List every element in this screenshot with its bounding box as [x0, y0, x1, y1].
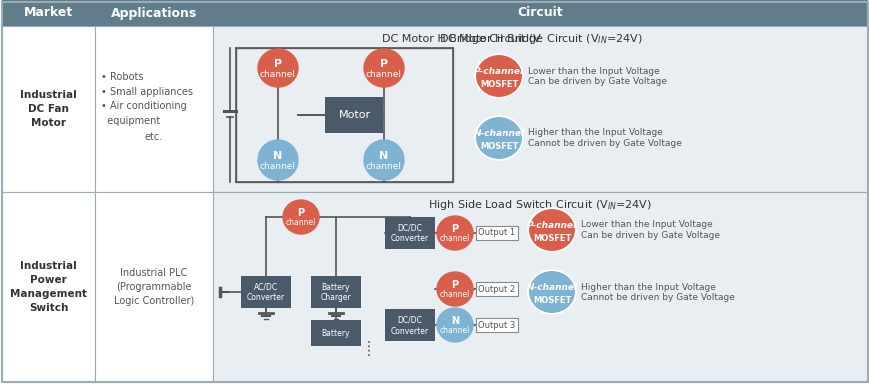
Ellipse shape	[436, 216, 473, 250]
Text: P: P	[274, 59, 282, 69]
Text: N: N	[379, 151, 388, 161]
Text: P: P	[297, 208, 304, 218]
Bar	[475, 318, 517, 332]
Text: channel: channel	[440, 290, 469, 300]
Text: Battery: Battery	[322, 283, 350, 291]
Ellipse shape	[258, 49, 298, 87]
Text: Output 2: Output 2	[478, 285, 515, 293]
Text: channel: channel	[366, 162, 401, 172]
Text: Lower than the Input Voltage: Lower than the Input Voltage	[527, 66, 659, 76]
Bar	[235, 48, 453, 182]
Bar	[95, 26, 213, 192]
Text: MOSFET: MOSFET	[532, 234, 571, 243]
Text: Industrial
DC Fan
Motor: Industrial DC Fan Motor	[20, 90, 76, 128]
Bar	[325, 97, 383, 133]
Text: DC Motor H Bridge Circuit (V: DC Motor H Bridge Circuit (V	[381, 34, 540, 44]
Ellipse shape	[527, 208, 575, 252]
Bar	[475, 282, 517, 296]
Text: Higher than the Input Voltage: Higher than the Input Voltage	[580, 283, 715, 291]
Bar	[2, 26, 95, 192]
Text: MOSFET: MOSFET	[532, 296, 571, 305]
Ellipse shape	[436, 308, 473, 342]
Bar	[475, 226, 517, 240]
Text: DC Motor H Bridge Circuit (V$_{IN}$=24V): DC Motor H Bridge Circuit (V$_{IN}$=24V)	[438, 32, 641, 46]
Text: Circuit: Circuit	[517, 7, 562, 20]
Text: P: P	[451, 280, 458, 290]
Text: DC/DC: DC/DC	[397, 316, 422, 324]
Text: P: P	[451, 224, 458, 234]
Bar	[213, 192, 867, 382]
Text: Industrial
Power
Management
Switch: Industrial Power Management Switch	[10, 261, 87, 313]
Text: MOSFET: MOSFET	[480, 142, 518, 151]
Bar	[310, 276, 361, 308]
Bar	[213, 0, 867, 26]
Text: N: N	[450, 316, 459, 326]
Text: P-channel: P-channel	[527, 221, 576, 230]
Text: Cannot be driven by Gate Voltage: Cannot be driven by Gate Voltage	[580, 293, 734, 303]
Text: Applications: Applications	[110, 7, 197, 20]
Bar	[310, 320, 361, 346]
Text: Market: Market	[23, 7, 73, 20]
Bar	[241, 276, 290, 308]
Text: Converter: Converter	[390, 235, 428, 243]
Ellipse shape	[258, 140, 298, 180]
Text: channel: channel	[440, 326, 469, 336]
Text: channel: channel	[366, 70, 401, 79]
Text: channel: channel	[286, 218, 315, 227]
Bar	[2, 0, 95, 26]
Text: Converter: Converter	[390, 326, 428, 336]
Ellipse shape	[282, 200, 319, 234]
Bar	[95, 192, 213, 382]
Text: Charger: Charger	[321, 293, 351, 303]
Ellipse shape	[474, 54, 522, 98]
Text: • Robots
• Small appliances
• Air conditioning
  equipment: • Robots • Small appliances • Air condit…	[101, 72, 193, 126]
Text: Industrial PLC
(Programmable
Logic Controller): Industrial PLC (Programmable Logic Contr…	[114, 268, 194, 306]
Text: Cannot be driven by Gate Voltage: Cannot be driven by Gate Voltage	[527, 139, 681, 149]
Bar	[385, 309, 434, 341]
Text: Converter: Converter	[247, 293, 285, 303]
Text: Lower than the Input Voltage: Lower than the Input Voltage	[580, 220, 712, 230]
Text: channel: channel	[440, 235, 469, 243]
Text: Output 3: Output 3	[478, 321, 515, 329]
Ellipse shape	[363, 49, 403, 87]
Bar	[385, 217, 434, 249]
Text: DC/DC: DC/DC	[397, 223, 422, 232]
Text: etc.: etc.	[145, 132, 163, 142]
Text: N: N	[273, 151, 282, 161]
Text: Motor: Motor	[338, 110, 370, 120]
Text: Higher than the Input Voltage: Higher than the Input Voltage	[527, 129, 662, 137]
Bar	[213, 26, 867, 192]
Ellipse shape	[474, 116, 522, 160]
Bar	[95, 0, 213, 26]
Text: Can be driven by Gate Voltage: Can be driven by Gate Voltage	[527, 78, 667, 86]
Bar	[2, 192, 95, 382]
Text: Battery: Battery	[322, 329, 350, 338]
Text: P-channel: P-channel	[474, 67, 523, 76]
Text: Can be driven by Gate Voltage: Can be driven by Gate Voltage	[580, 232, 720, 240]
Text: channel: channel	[260, 162, 295, 172]
Ellipse shape	[363, 140, 403, 180]
Text: High Side Load Switch Circuit (V$_{IN}$=24V): High Side Load Switch Circuit (V$_{IN}$=…	[428, 198, 652, 212]
Text: Output 1: Output 1	[478, 228, 515, 237]
Text: MOSFET: MOSFET	[480, 80, 518, 89]
Text: N-channel: N-channel	[473, 129, 524, 138]
Text: P: P	[380, 59, 388, 69]
Text: N-channel: N-channel	[526, 283, 577, 292]
Text: AC/DC: AC/DC	[254, 283, 278, 291]
Ellipse shape	[436, 272, 473, 306]
Text: channel: channel	[260, 70, 295, 79]
Ellipse shape	[527, 270, 575, 314]
